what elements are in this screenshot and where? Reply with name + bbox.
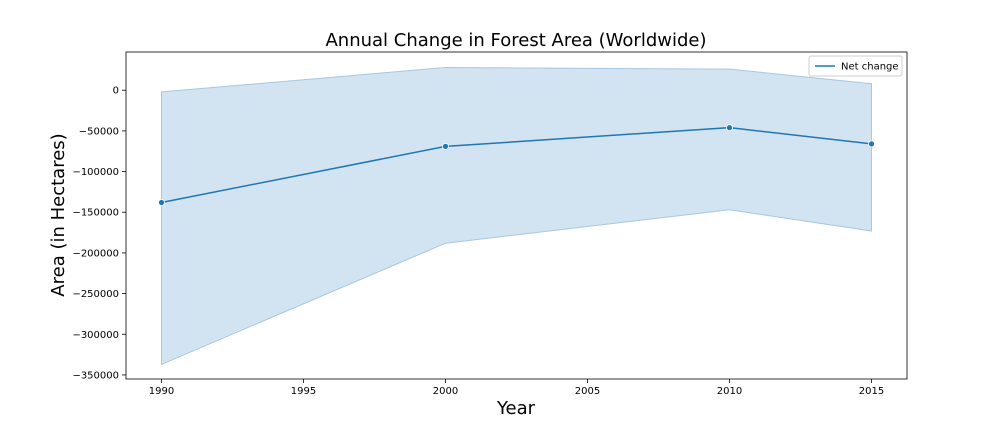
x-tick-label-2015: 2015: [859, 386, 884, 397]
x-axis-title: Year: [496, 398, 536, 419]
y-axis: 0 −50000 −100000 −150000 −200000 −250000 −3000…: [72, 86, 126, 381]
y-tick-label-5: −250000: [72, 289, 119, 300]
data-point-1990: [158, 199, 165, 206]
chart-title: Annual Change in Forest Area (Worldwide): [325, 30, 706, 51]
x-axis: 1990 1995 2000 2005 2010 2015: [149, 379, 884, 397]
x-tick-label-2005: 2005: [575, 386, 600, 397]
y-tick-label-3: −150000: [72, 208, 119, 219]
confidence-band: [161, 66, 872, 366]
x-tick-label-1990: 1990: [149, 386, 174, 397]
data-point-2000: [442, 142, 449, 150]
y-tick-label-7: −350000: [72, 370, 119, 381]
y-tick-label-1: −50000: [79, 126, 119, 137]
x-tick-label-1995: 1995: [291, 386, 316, 397]
x-tick-label-2000: 2000: [433, 386, 458, 397]
legend-box: [808, 55, 903, 77]
legend-label-net-change: Net change: [841, 62, 899, 73]
plot-frame: [125, 51, 908, 380]
data-point-2015: [868, 140, 875, 148]
y-tick-label-4: −200000: [72, 248, 119, 259]
x-tick-label-2010: 2010: [717, 386, 742, 397]
legend: Net change: [808, 55, 903, 77]
series-line-net-change: [161, 126, 872, 204]
plot-area: [125, 51, 908, 380]
y-tick-label-6: −300000: [72, 330, 119, 341]
data-point-2010: [726, 124, 733, 131]
y-tick-label-0: 0: [113, 86, 119, 97]
y-axis-title: Area (in Hectares): [48, 133, 69, 296]
y-tick-label-2: −100000: [72, 167, 119, 178]
